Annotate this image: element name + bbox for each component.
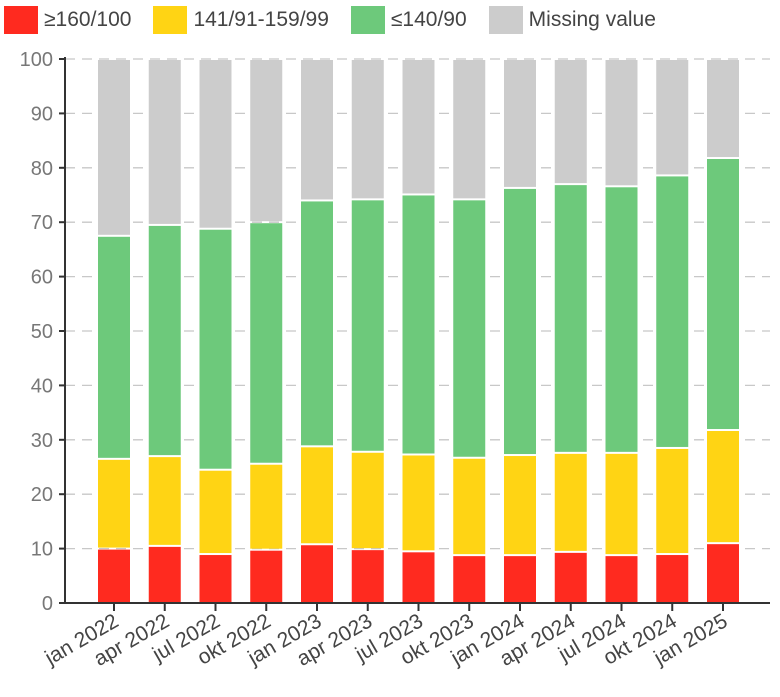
bar-segment--160-100[interactable]	[301, 545, 333, 602]
bar-segment--140-90[interactable]	[453, 200, 486, 457]
bar-segment--140-90[interactable]	[707, 159, 739, 430]
bar-segment-141-91-159-99[interactable]	[707, 431, 739, 543]
y-tick-label: 70	[31, 212, 53, 234]
bar-segment--140-90[interactable]	[504, 188, 536, 455]
bar-segment--140-90[interactable]	[250, 223, 283, 463]
bar-segment--160-100[interactable]	[656, 555, 689, 602]
bar-segment--140-90[interactable]	[98, 236, 130, 458]
legend-swatch	[350, 6, 385, 34]
bar-segment-141-91-159-99[interactable]	[250, 464, 283, 549]
y-tick-label: 10	[31, 539, 53, 561]
bar-segment-missing-value[interactable]	[148, 60, 181, 224]
legend-label: ≥160/100	[44, 8, 132, 31]
bar-segment-missing-value[interactable]	[402, 60, 435, 194]
bar-segment--160-100[interactable]	[250, 550, 283, 602]
bar-segment-141-91-159-99[interactable]	[504, 456, 536, 555]
bar-segment-141-91-159-99[interactable]	[453, 458, 486, 555]
chart-legend: ≥160/100 141/91-159/99 ≤140/90 Missing valu…	[4, 6, 678, 34]
bar-segment-141-91-159-99[interactable]	[402, 455, 435, 551]
bar-segment--140-90[interactable]	[301, 201, 333, 446]
bar-segment-missing-value[interactable]	[554, 60, 587, 184]
legend-label: Missing value	[528, 8, 656, 31]
bar-segment--140-90[interactable]	[199, 229, 232, 469]
bar-segment--160-100[interactable]	[453, 556, 486, 602]
y-tick-label: 90	[31, 103, 53, 125]
legend-swatch	[488, 6, 523, 34]
legend-swatch	[4, 6, 38, 34]
bar-segment--160-100[interactable]	[605, 556, 638, 602]
legend-label: 141/91-159/99	[193, 8, 329, 31]
bar-segment--160-100[interactable]	[504, 556, 536, 602]
y-tick-label: 20	[31, 484, 53, 506]
y-tick-label: 40	[31, 375, 53, 397]
bar-segment--140-90[interactable]	[656, 176, 689, 447]
legend-label: ≤140/90	[390, 8, 467, 31]
bar-segment-141-91-159-99[interactable]	[605, 453, 638, 555]
y-tick-label: 0	[42, 593, 53, 615]
bar-segment-141-91-159-99[interactable]	[199, 470, 232, 554]
bar-segment-missing-value[interactable]	[301, 60, 333, 200]
bar-segment-141-91-159-99[interactable]	[656, 448, 689, 554]
legend-item[interactable]: 141/91-159/99	[153, 6, 329, 34]
bar-segment-missing-value[interactable]	[351, 60, 384, 199]
legend-item[interactable]: ≤140/90	[350, 6, 467, 34]
bar-segment-141-91-159-99[interactable]	[351, 452, 384, 549]
bar-segment-missing-value[interactable]	[98, 60, 130, 235]
bar-segment-missing-value[interactable]	[250, 60, 283, 222]
bar-segment--140-90[interactable]	[148, 225, 181, 456]
bar-segment-missing-value[interactable]	[453, 60, 486, 199]
bar-segment--160-100[interactable]	[402, 552, 435, 602]
bar-segment-missing-value[interactable]	[199, 60, 232, 228]
bar-segment-missing-value[interactable]	[707, 60, 739, 158]
bar-segment--140-90[interactable]	[605, 187, 638, 452]
bar-segment-141-91-159-99[interactable]	[554, 453, 587, 551]
bar-segment--160-100[interactable]	[707, 544, 739, 602]
bar-segment--160-100[interactable]	[351, 550, 384, 602]
bar-segment--160-100[interactable]	[148, 546, 181, 602]
bar-segment--140-90[interactable]	[351, 200, 384, 451]
y-tick-label: 80	[31, 158, 53, 180]
bar-segment--140-90[interactable]	[554, 185, 587, 452]
bar-segment-141-91-159-99[interactable]	[148, 457, 181, 545]
bar-segment--160-100[interactable]	[199, 555, 232, 602]
bar-segment--160-100[interactable]	[98, 549, 130, 602]
y-tick-label: 30	[31, 430, 53, 452]
bar-segment--140-90[interactable]	[402, 195, 435, 454]
y-tick-label: 60	[31, 267, 53, 289]
y-tick-label: 100	[20, 49, 53, 71]
bar-segment-missing-value[interactable]	[605, 60, 638, 186]
bar-segment-missing-value[interactable]	[656, 60, 689, 175]
bar-segment-missing-value[interactable]	[504, 60, 536, 187]
legend-item[interactable]: ≥160/100	[4, 6, 131, 34]
bar-segment-141-91-159-99[interactable]	[98, 459, 130, 548]
y-tick-label: 50	[31, 321, 53, 343]
legend-item[interactable]: Missing value	[488, 6, 656, 34]
legend-swatch	[153, 6, 188, 34]
bar-segment-141-91-159-99[interactable]	[301, 447, 333, 544]
bar-segment--160-100[interactable]	[554, 552, 587, 602]
